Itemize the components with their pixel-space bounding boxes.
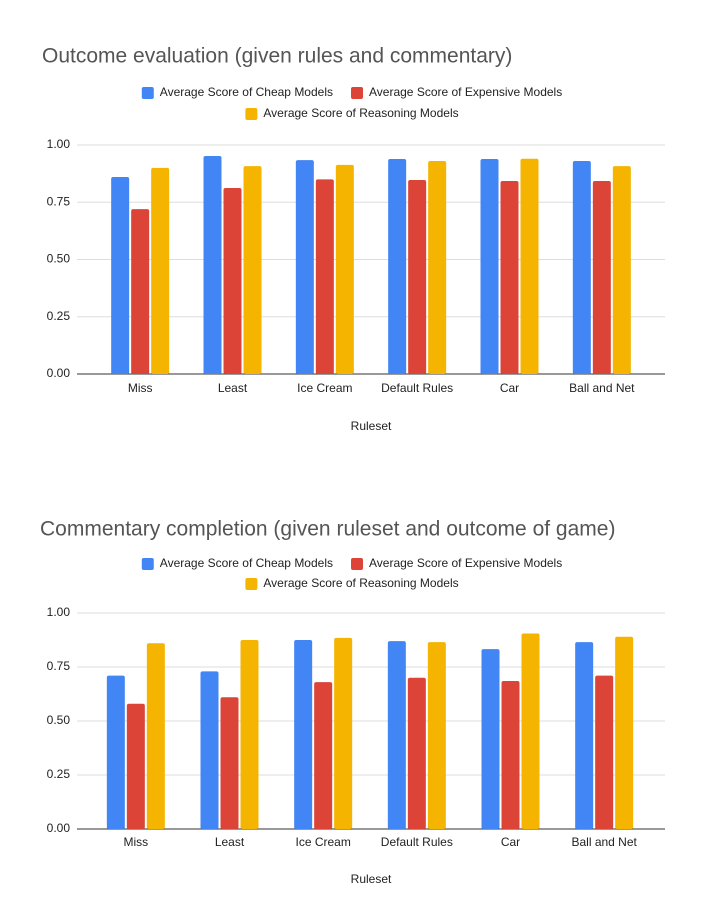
chart-title: Outcome evaluation (given rules and comm… bbox=[42, 45, 512, 68]
bar bbox=[131, 209, 150, 374]
legend-swatch bbox=[351, 558, 363, 570]
y-tick-label: 0.75 bbox=[47, 659, 71, 673]
bar bbox=[427, 642, 446, 829]
x-tick-label: Least bbox=[218, 381, 248, 395]
bar bbox=[295, 160, 314, 374]
legend-swatch bbox=[351, 87, 363, 99]
x-tick-label: Default Rules bbox=[381, 381, 453, 395]
y-tick-label: 0.50 bbox=[47, 713, 71, 727]
bar bbox=[520, 158, 539, 374]
bar bbox=[106, 675, 125, 829]
bar bbox=[314, 682, 333, 829]
x-tick-label: Ball and Net bbox=[571, 835, 637, 849]
y-tick-label: 0.75 bbox=[47, 194, 71, 208]
bar bbox=[151, 167, 170, 374]
bar bbox=[428, 161, 447, 374]
bar bbox=[200, 671, 219, 829]
legend-label: Average Score of Expensive Models bbox=[369, 85, 562, 99]
bar bbox=[315, 179, 334, 374]
bar bbox=[387, 641, 406, 829]
bar bbox=[126, 703, 145, 829]
x-axis-title: Ruleset bbox=[351, 872, 392, 886]
bar bbox=[220, 697, 239, 829]
bar bbox=[334, 637, 353, 829]
x-tick-label: Miss bbox=[128, 381, 153, 395]
y-tick-label: 0.25 bbox=[47, 767, 71, 781]
legend-swatch bbox=[245, 108, 258, 120]
y-tick-label: 0.50 bbox=[47, 252, 71, 266]
x-tick-label: Least bbox=[215, 835, 245, 849]
bar bbox=[335, 164, 354, 374]
x-tick-label: Ice Cream bbox=[295, 835, 350, 849]
bar bbox=[407, 677, 426, 829]
bar bbox=[575, 642, 594, 829]
y-tick-label: 0.25 bbox=[47, 309, 71, 323]
bar bbox=[243, 166, 262, 374]
bar bbox=[612, 166, 631, 374]
y-tick-label: 1.00 bbox=[47, 605, 71, 619]
x-tick-label: Ball and Net bbox=[569, 381, 635, 395]
bar bbox=[408, 180, 427, 374]
y-tick-label: 0.00 bbox=[47, 366, 71, 380]
bar bbox=[146, 643, 165, 829]
bar bbox=[572, 161, 591, 374]
bar bbox=[223, 188, 242, 374]
bar bbox=[521, 633, 540, 829]
x-tick-label: Miss bbox=[123, 835, 148, 849]
y-tick-label: 0.00 bbox=[47, 821, 71, 835]
legend-label: Average Score of Reasoning Models bbox=[263, 106, 458, 120]
bar bbox=[500, 180, 519, 374]
bar bbox=[388, 158, 407, 374]
bar bbox=[595, 675, 614, 829]
legend-swatch bbox=[141, 87, 154, 99]
legend-label: Average Score of Cheap Models bbox=[160, 556, 333, 570]
bar bbox=[240, 640, 259, 829]
x-tick-label: Car bbox=[500, 381, 519, 395]
legend-label: Average Score of Reasoning Models bbox=[263, 576, 458, 590]
y-tick-label: 1.00 bbox=[47, 137, 71, 151]
bar bbox=[294, 640, 313, 829]
bar bbox=[480, 158, 499, 374]
legend-swatch bbox=[141, 558, 154, 570]
legend-label: Average Score of Expensive Models bbox=[369, 556, 562, 570]
legend-label: Average Score of Cheap Models bbox=[160, 85, 333, 99]
bar bbox=[592, 180, 611, 374]
x-tick-label: Car bbox=[501, 835, 520, 849]
bar bbox=[501, 681, 520, 829]
bar bbox=[203, 155, 222, 374]
x-tick-label: Ice Cream bbox=[297, 381, 352, 395]
chart-title: Commentary completion (given ruleset and… bbox=[40, 518, 615, 541]
x-axis-title: Ruleset bbox=[351, 419, 392, 433]
bar bbox=[481, 649, 500, 829]
legend-swatch bbox=[245, 578, 258, 590]
bar bbox=[111, 177, 130, 374]
x-tick-label: Default Rules bbox=[381, 835, 453, 849]
bar bbox=[615, 636, 634, 829]
